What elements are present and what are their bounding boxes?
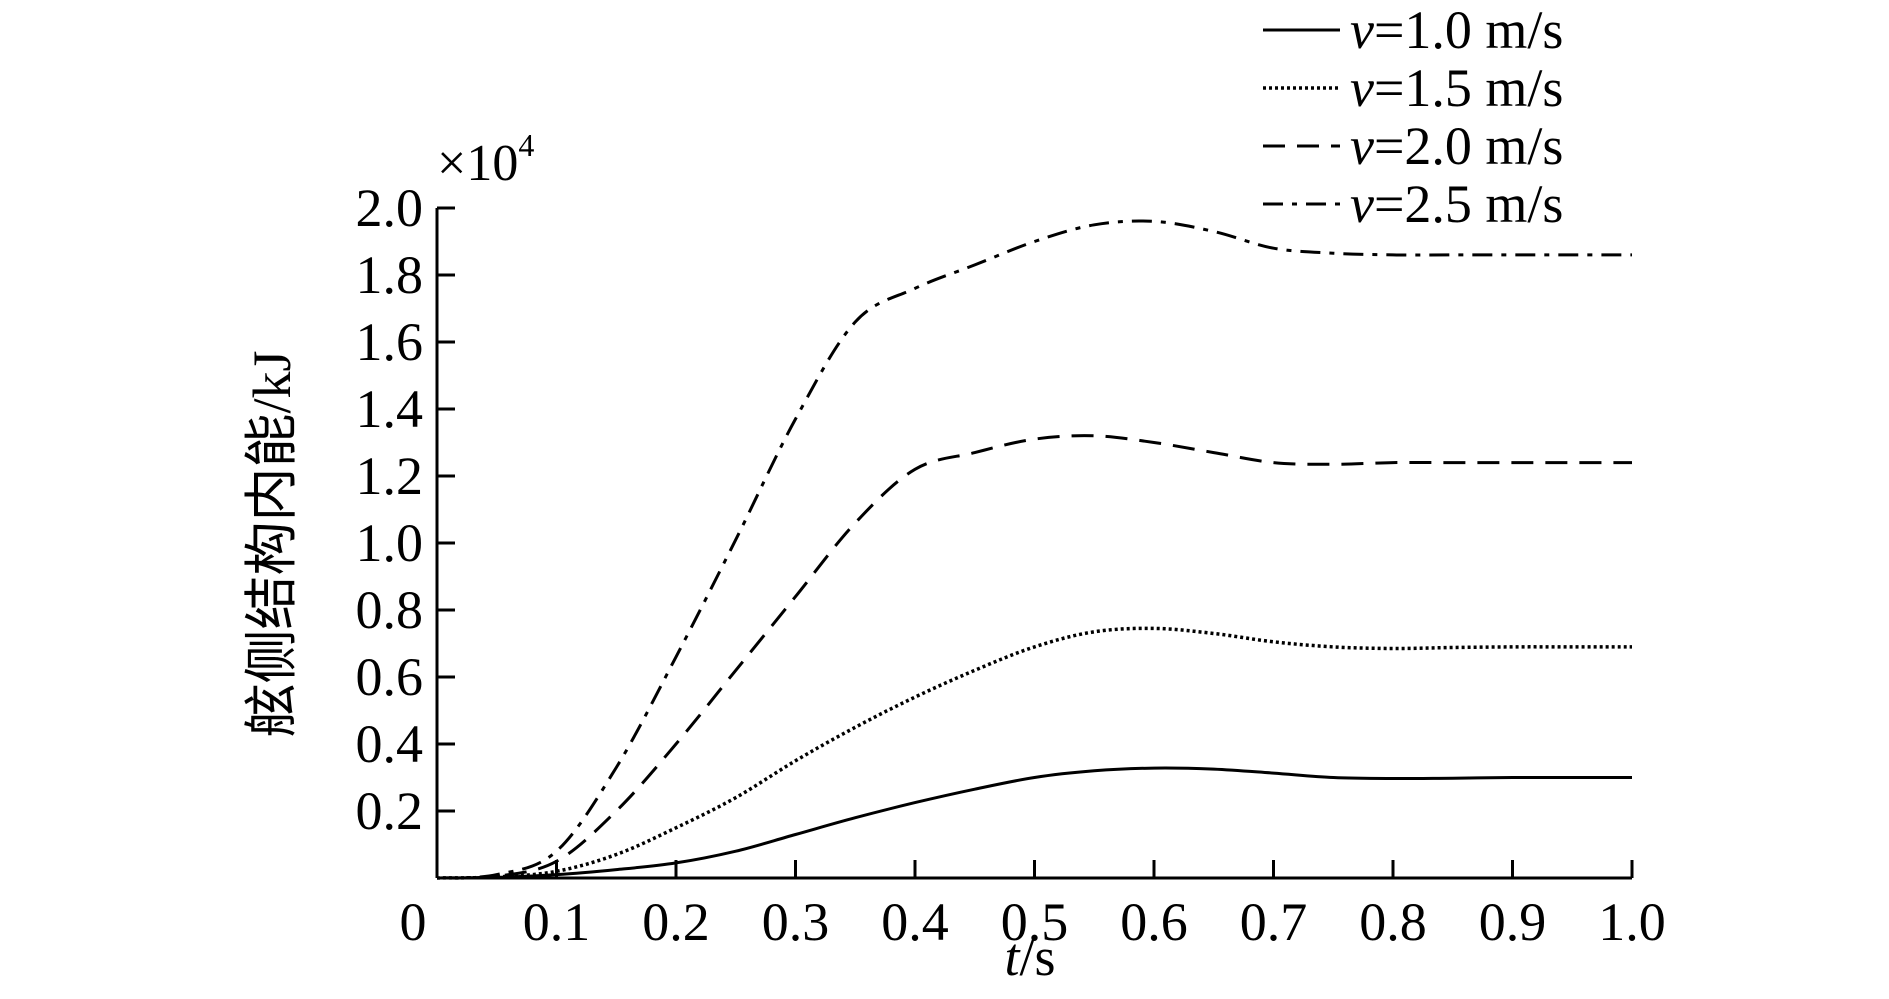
y-tick-label: 1.0 [356,513,424,573]
legend-value: =1.5 m/s [1374,58,1563,118]
y-tick-label: 2.0 [356,178,424,238]
legend: v=1.0 m/sv=1.5 m/sv=2.0 m/sv=2.5 m/s [1263,0,1563,234]
y-tick-label: 0.4 [356,714,424,774]
axes: 0.2 0.4 0.6 0.8 1.0 1.2 1.4 1.6 1.8 2.0 0 0.1 0.2 0.3… [242,127,1666,987]
x-axis-unit: /s [1019,927,1055,987]
x-tick-label: 0.6 [1120,892,1188,952]
legend-value: =1.0 m/s [1374,0,1563,60]
series-line-2 [436,626,1632,880]
legend-var: v [1350,174,1374,234]
y-tick-label: 0.8 [356,580,424,640]
legend-label-1: v=1.0 m/s [1350,0,1563,60]
x-tick-label: 0.7 [1240,892,1308,952]
series-layer [436,219,1632,880]
series-line-4 [436,219,1632,880]
x-tick-label: 0.5 [1001,892,1069,952]
legend-label-4: v=2.5 m/s [1350,174,1563,234]
y-tick-label: 0.2 [356,781,424,841]
y-multiplier-label: ×104 [437,127,534,192]
legend-var: v [1350,58,1374,118]
y-tick-label: 1.4 [356,379,424,439]
x-tick-label: 0.4 [881,892,949,952]
legend-var: v [1350,0,1374,60]
y-tick-label: 1.8 [356,245,424,305]
x-tick-label: 0.2 [642,892,710,952]
multiplier-base: ×10 [437,135,518,192]
x-tick-label: 0.1 [523,892,591,952]
series-line-1 [436,766,1632,880]
x-axis-title: t/s [1004,927,1055,987]
x-tick-label: 1.0 [1598,892,1666,952]
x-tick-label: 0.3 [762,892,830,952]
x-tick-label: 0.9 [1479,892,1547,952]
x-tick-label: 0.8 [1359,892,1427,952]
legend-label-2: v=1.5 m/s [1350,58,1563,118]
legend-value: =2.0 m/s [1374,116,1563,176]
multiplier-exponent: 4 [518,127,534,163]
x-tick-label: 0 [400,892,427,952]
legend-var: v [1350,116,1374,176]
x-axis-var: t [1004,927,1021,987]
series-line-3 [436,434,1632,880]
y-tick-label: 1.6 [356,312,424,372]
y-tick-label: 1.2 [356,446,424,506]
y-tick-label: 0.6 [356,647,424,707]
legend-value: =2.5 m/s [1374,174,1563,234]
legend-label-3: v=2.0 m/s [1350,116,1563,176]
y-axis-title: 舷侧结构内能/kJ [242,350,302,737]
